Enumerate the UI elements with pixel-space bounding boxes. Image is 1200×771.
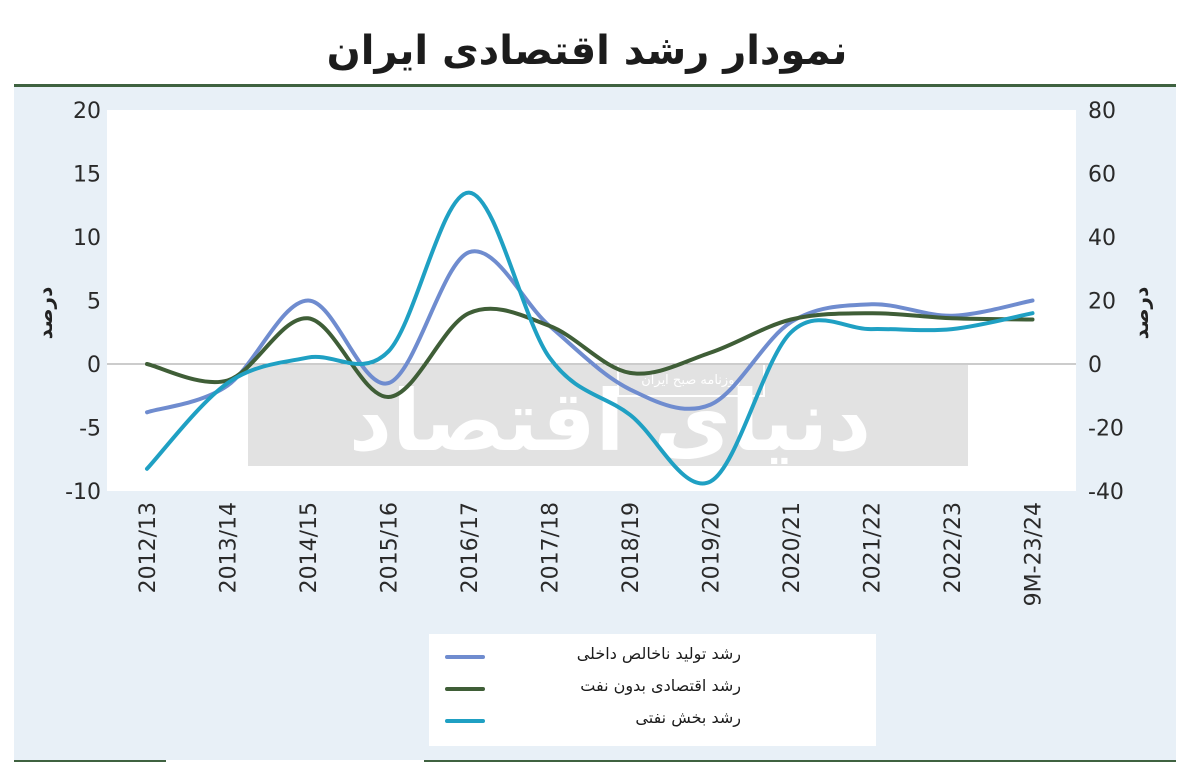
- legend-label-non-oil: رشد اقتصادی بدون نفت: [580, 676, 741, 695]
- legend: رشد تولید ناخالص داخلی رشد اقتصادی بدون …: [429, 634, 876, 746]
- y-left-axis-label: درصد: [33, 287, 57, 340]
- legend-item-gdp: رشد تولید ناخالص داخلی: [429, 642, 876, 672]
- x-tick-label: 2016/17: [458, 502, 483, 593]
- y-right-tick-label: 60: [1088, 163, 1116, 188]
- legend-item-oil: رشد بخش نفتی: [429, 706, 876, 736]
- watermark-text: دنیای اقتصاد: [349, 372, 871, 470]
- y-left-tick-label: 5: [87, 290, 101, 315]
- x-tick-label: 2012/13: [136, 502, 161, 593]
- x-tick-label: 2018/19: [619, 502, 644, 593]
- y-right-tick-label: -40: [1088, 480, 1124, 505]
- y-left-tick-label: 20: [73, 99, 101, 124]
- legend-label-oil: رشد بخش نفتی: [635, 708, 741, 727]
- bottom-divider-left: [14, 760, 166, 762]
- x-tick-label: 2022/23: [941, 502, 966, 593]
- y-right-tick-label: 20: [1088, 290, 1116, 315]
- series-line-gdp: [145, 249, 1035, 415]
- bottom-divider-right: [424, 760, 1176, 762]
- x-tick-label: 2019/20: [700, 502, 725, 593]
- y-left-tick-label: -10: [65, 480, 101, 505]
- series-lines: [145, 190, 1035, 486]
- y-left-tick-label: 15: [73, 163, 101, 188]
- series-line-non-oil: [145, 306, 1035, 400]
- y-right-axis-label: درصد: [1129, 287, 1153, 340]
- watermark-band: [248, 365, 968, 466]
- legend-swatch-gdp: [445, 655, 485, 659]
- x-tick-label: 2021/22: [861, 502, 886, 593]
- legend-swatch-oil: [445, 719, 485, 723]
- y-right-tick-label: -20: [1088, 417, 1124, 442]
- y-left-tick-label: 0: [87, 353, 101, 378]
- x-tick-label: 2015/16: [378, 502, 403, 593]
- x-tick-label: 2013/14: [217, 502, 242, 593]
- y-left-tick-label: -5: [79, 417, 101, 442]
- series-line-oil: [145, 190, 1035, 486]
- y-left-tick-label: 10: [73, 226, 101, 251]
- x-tick-label: 2014/15: [297, 502, 322, 593]
- x-tick-label: 2017/18: [539, 502, 564, 593]
- legend-swatch-non-oil: [445, 687, 485, 691]
- watermark-tag-text: روزنامه صبح ایران: [641, 373, 741, 388]
- y-right-tick-label: 40: [1088, 226, 1116, 251]
- x-tick-label: 2020/21: [780, 502, 805, 593]
- legend-item-non-oil: رشد اقتصادی بدون نفت: [429, 674, 876, 704]
- chart-title: نمودار رشد اقتصادی ایران: [326, 28, 848, 74]
- watermark: دنیای اقتصاد روزنامه صبح ایران: [248, 361, 968, 470]
- axes: -10 -5 0 5 10 15 20 -40 -20 0 20 40 60 80 درصد درصد 2012…: [33, 99, 1153, 606]
- legend-label-gdp: رشد تولید ناخالص داخلی: [576, 644, 741, 663]
- x-tick-label: 9M-23/24: [1022, 502, 1047, 606]
- y-right-tick-label: 80: [1088, 99, 1116, 124]
- title-divider: [14, 84, 1176, 87]
- y-right-tick-label: 0: [1088, 353, 1102, 378]
